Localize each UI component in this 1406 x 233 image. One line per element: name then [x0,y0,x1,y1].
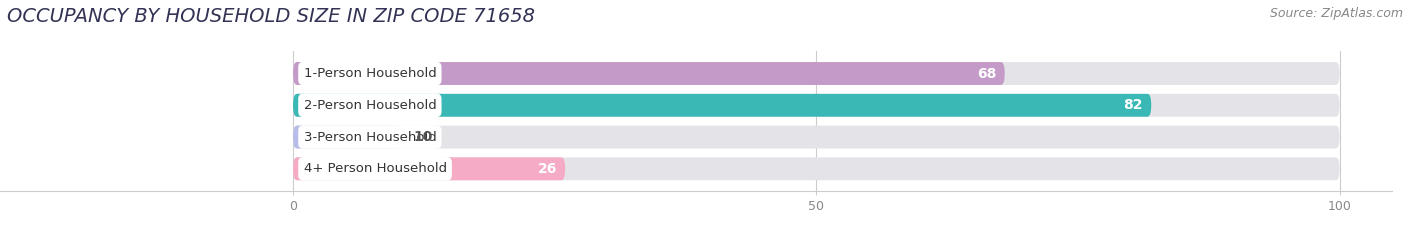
FancyBboxPatch shape [292,126,398,148]
Text: 3-Person Household: 3-Person Household [304,130,436,144]
Text: 1-Person Household: 1-Person Household [304,67,436,80]
Text: 82: 82 [1123,98,1143,112]
FancyBboxPatch shape [292,157,1340,180]
FancyBboxPatch shape [292,62,1340,85]
Text: 2-Person Household: 2-Person Household [304,99,436,112]
Text: 68: 68 [977,66,997,80]
FancyBboxPatch shape [292,157,565,180]
Text: 4+ Person Household: 4+ Person Household [304,162,447,175]
FancyBboxPatch shape [292,94,1340,117]
Text: OCCUPANCY BY HOUSEHOLD SIZE IN ZIP CODE 71658: OCCUPANCY BY HOUSEHOLD SIZE IN ZIP CODE … [7,7,536,26]
Text: Source: ZipAtlas.com: Source: ZipAtlas.com [1270,7,1403,20]
Text: 10: 10 [413,130,433,144]
FancyBboxPatch shape [292,126,1340,148]
Text: 26: 26 [537,162,557,176]
FancyBboxPatch shape [292,94,1152,117]
FancyBboxPatch shape [292,62,1005,85]
